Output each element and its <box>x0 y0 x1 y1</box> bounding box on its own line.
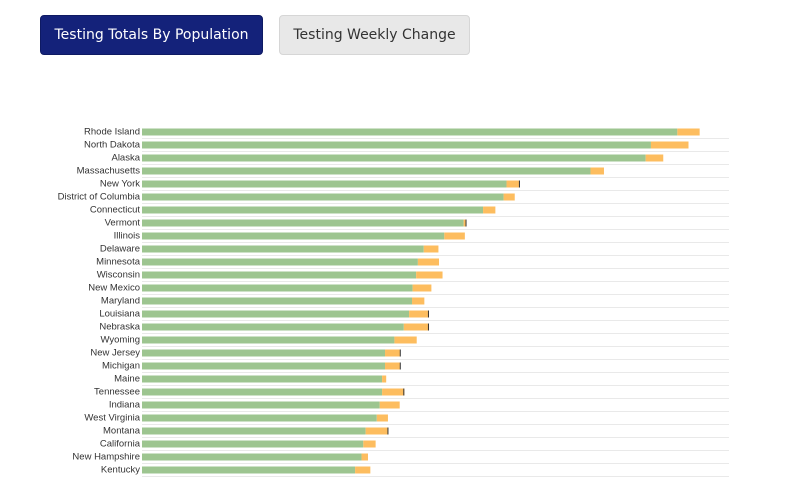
state-label: Connecticut <box>90 205 141 216</box>
bar-segment-1 <box>142 401 380 409</box>
bar-segment-2 <box>463 219 467 227</box>
bar-segment-2 <box>412 284 432 292</box>
state-label: Indiana <box>109 400 141 411</box>
bar-segment-1 <box>142 206 484 214</box>
bar-segment-2 <box>483 206 496 214</box>
state-label: New York <box>100 179 140 190</box>
bar-segment-1 <box>142 388 383 396</box>
bar-segment-2 <box>645 154 664 162</box>
bar-segment-1 <box>142 284 413 292</box>
bar-segment-1 <box>142 154 646 162</box>
bar-segment-2 <box>677 128 700 136</box>
bar-segment-1 <box>142 297 413 305</box>
bar-segment-1 <box>142 141 651 149</box>
bar-segment-2 <box>385 349 401 357</box>
state-label: Illinois <box>114 231 141 242</box>
bar-segment-2 <box>416 271 443 279</box>
labels-layer: Rhode Island North Dakota Alaska Massachuse… <box>58 127 141 476</box>
bar-segment-1 <box>142 193 504 201</box>
state-label: Maryland <box>101 296 140 307</box>
state-label: Minnesota <box>96 257 141 268</box>
bar-segment-2 <box>363 440 376 448</box>
bar-segment-1 <box>142 440 364 448</box>
bars-layer <box>142 128 700 474</box>
state-label: California <box>100 439 141 450</box>
bar-segment-2 <box>506 180 520 188</box>
bar-segment-1 <box>142 375 383 383</box>
bar-segment-2 <box>403 323 430 331</box>
bar-segment-2 <box>650 141 689 149</box>
state-label: Montana <box>103 426 141 437</box>
state-label: Rhode Island <box>84 127 140 138</box>
state-label: Massachusetts <box>77 166 141 177</box>
state-label: District of Columbia <box>58 192 141 203</box>
state-label: North Dakota <box>84 140 141 151</box>
bar-segment-2 <box>355 466 371 474</box>
bar-segment-2 <box>379 401 400 409</box>
bar-segment-2 <box>365 427 388 435</box>
bar-segment-2 <box>503 193 515 201</box>
state-label: Wisconsin <box>97 270 140 281</box>
bar-segment-1 <box>142 427 366 435</box>
bar-segment-2 <box>361 453 368 461</box>
bar-segment-2 <box>385 362 401 370</box>
bar-segment-1 <box>142 167 591 175</box>
bar-segment-1 <box>142 245 424 253</box>
bar-segment-1 <box>142 180 507 188</box>
state-label: Nebraska <box>99 322 140 333</box>
bar-segment-1 <box>142 349 386 357</box>
bar-segment-1 <box>142 323 404 331</box>
bar-segment-1 <box>142 258 418 266</box>
bar-segment-2 <box>382 375 387 383</box>
bar-segment-1 <box>142 219 464 227</box>
bar-segment-2 <box>423 245 439 253</box>
bar-segment-2 <box>444 232 465 240</box>
tab-testing-totals-by-population[interactable]: Testing Totals By Population <box>40 15 263 55</box>
state-label: Louisiana <box>99 309 140 320</box>
bar-segment-2 <box>409 310 430 318</box>
bar-segment-1 <box>142 128 678 136</box>
state-label: New Jersey <box>90 348 140 359</box>
state-label: Kentucky <box>101 465 140 476</box>
bar-segment-1 <box>142 414 377 422</box>
grid-layer <box>142 138 729 477</box>
state-label: New Mexico <box>88 283 140 294</box>
bar-segment-1 <box>142 310 410 318</box>
bar-segment-2 <box>590 167 604 175</box>
state-label: Maine <box>114 374 140 385</box>
state-label: New Hampshire <box>72 452 140 463</box>
state-label: Tennessee <box>94 387 140 398</box>
bar-segment-1 <box>142 271 417 279</box>
state-label: Alaska <box>111 153 140 164</box>
bar-segment-2 <box>376 414 388 422</box>
bar-segment-2 <box>382 388 405 396</box>
bar-segment-2 <box>412 297 425 305</box>
bar-segment-1 <box>142 232 445 240</box>
bar-segment-2 <box>394 336 417 344</box>
state-label: Vermont <box>105 218 141 229</box>
bar-segment-1 <box>142 453 362 461</box>
tab-bar: Testing Totals By Population Testing Wee… <box>40 15 470 55</box>
state-label: West Virginia <box>84 413 140 424</box>
state-label: Delaware <box>100 244 140 255</box>
bar-segment-1 <box>142 466 356 474</box>
tab-testing-weekly-change[interactable]: Testing Weekly Change <box>279 15 470 55</box>
bar-segment-1 <box>142 336 395 344</box>
state-label: Wyoming <box>100 335 140 346</box>
bar-segment-2 <box>417 258 440 266</box>
state-label: Michigan <box>102 361 140 372</box>
bar-segment-1 <box>142 362 386 370</box>
